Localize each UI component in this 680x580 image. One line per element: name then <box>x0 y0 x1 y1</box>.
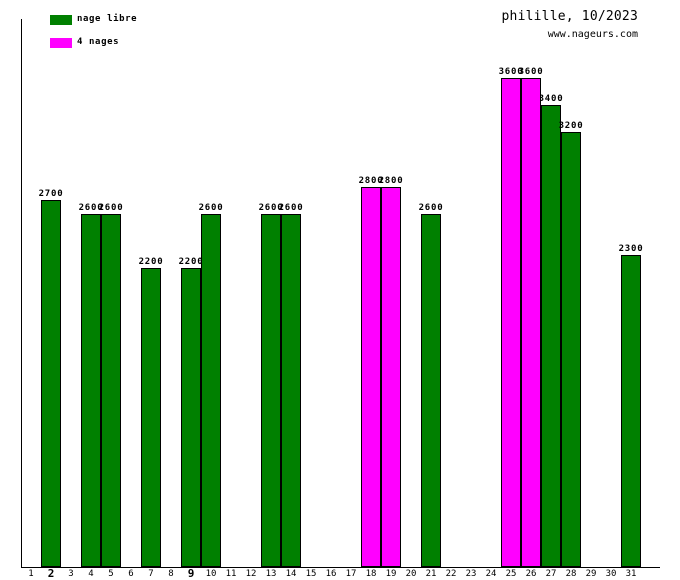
x-tick-label-23: 23 <box>465 569 477 579</box>
x-tick-label-14: 14 <box>285 569 297 579</box>
x-tick-label-9: 9 <box>187 567 195 580</box>
legend-item-nage-libre: nage libre <box>50 14 137 25</box>
bar-value-label-day-28: 3200 <box>558 121 584 131</box>
bar-day-7 <box>141 268 161 567</box>
website-url: www.nageurs.com <box>547 29 638 40</box>
bar-value-label-day-18: 2800 <box>358 176 384 186</box>
bar-value-label-day-27: 3400 <box>538 94 564 104</box>
x-tick-label-25: 25 <box>505 569 517 579</box>
bar-value-label-day-9: 2200 <box>178 257 204 267</box>
bar-value-label-day-2: 2700 <box>38 189 64 199</box>
legend-swatch-nage-libre-icon <box>50 14 72 25</box>
bar-day-14 <box>281 214 301 567</box>
bar-day-31 <box>621 255 641 567</box>
x-tick-label-8: 8 <box>168 569 174 579</box>
bar-day-27 <box>541 105 561 567</box>
x-tick-label-7: 7 <box>148 569 154 579</box>
x-tick-label-15: 15 <box>305 569 317 579</box>
x-tick-label-27: 27 <box>545 569 557 579</box>
x-tick-label-24: 24 <box>485 569 497 579</box>
bar-value-label-day-10: 2600 <box>198 203 224 213</box>
x-tick-label-13: 13 <box>265 569 277 579</box>
x-tick-label-26: 26 <box>525 569 537 579</box>
bar-day-19 <box>381 187 401 567</box>
x-tick-label-21: 21 <box>425 569 437 579</box>
y-axis-line <box>21 19 22 567</box>
x-tick-label-20: 20 <box>405 569 417 579</box>
bar-value-label-day-13: 2600 <box>258 203 284 213</box>
bar-day-28 <box>561 132 581 567</box>
x-tick-label-1: 1 <box>28 569 34 579</box>
x-tick-label-3: 3 <box>68 569 74 579</box>
bar-value-label-day-21: 2600 <box>418 203 444 213</box>
x-tick-label-22: 22 <box>445 569 457 579</box>
bar-value-label-day-4: 2600 <box>78 203 104 213</box>
legend-label-4-nages: 4 nages <box>77 37 120 47</box>
bar-day-26 <box>521 78 541 567</box>
bar-day-4 <box>81 214 101 567</box>
bar-day-5 <box>101 214 121 567</box>
x-tick-label-6: 6 <box>128 569 134 579</box>
legend-swatch-4-nages-icon <box>50 37 72 48</box>
x-tick-label-12: 12 <box>245 569 257 579</box>
x-tick-label-11: 11 <box>225 569 237 579</box>
x-axis-line <box>21 567 660 568</box>
bar-value-label-day-25: 3600 <box>498 67 524 77</box>
x-tick-label-18: 18 <box>365 569 377 579</box>
x-tick-label-10: 10 <box>205 569 217 579</box>
x-tick-label-16: 16 <box>325 569 337 579</box>
bar-value-label-day-19: 2800 <box>378 176 404 186</box>
bar-day-9 <box>181 268 201 567</box>
x-tick-label-5: 5 <box>108 569 114 579</box>
bar-value-label-day-5: 2600 <box>98 203 124 213</box>
bar-day-10 <box>201 214 221 567</box>
x-tick-label-28: 28 <box>565 569 577 579</box>
bar-value-label-day-14: 2600 <box>278 203 304 213</box>
bar-day-25 <box>501 78 521 567</box>
bar-day-2 <box>41 200 61 567</box>
x-tick-label-19: 19 <box>385 569 397 579</box>
x-tick-label-31: 31 <box>625 569 637 579</box>
bar-value-label-day-31: 2300 <box>618 244 644 254</box>
bar-value-label-day-26: 3600 <box>518 67 544 77</box>
bar-day-21 <box>421 214 441 567</box>
bar-day-13 <box>261 214 281 567</box>
x-tick-label-2: 2 <box>47 567 55 580</box>
bar-value-label-day-7: 2200 <box>138 257 164 267</box>
x-tick-label-4: 4 <box>88 569 94 579</box>
x-tick-label-29: 29 <box>585 569 597 579</box>
chart-title: philille, 10/2023 <box>501 9 638 24</box>
x-tick-label-17: 17 <box>345 569 357 579</box>
x-tick-label-30: 30 <box>605 569 617 579</box>
legend-label-nage-libre: nage libre <box>77 14 138 24</box>
bar-day-18 <box>361 187 381 567</box>
legend-item-4-nages: 4 nages <box>50 37 119 48</box>
